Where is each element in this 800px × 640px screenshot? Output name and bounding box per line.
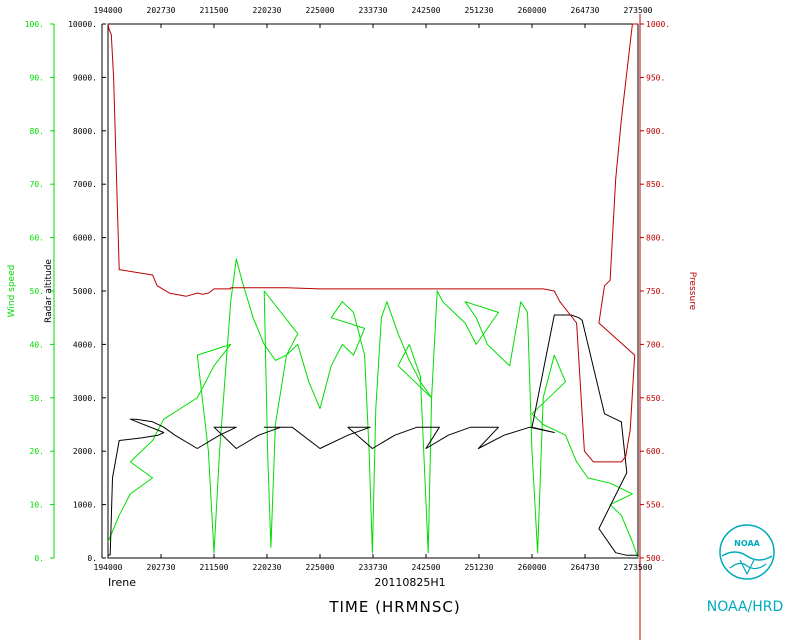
pressure-tick-label: 800. (646, 234, 665, 243)
wind-tick-label: 40. (30, 340, 44, 349)
x-tick-bottom-label: 202730 (147, 563, 176, 572)
x-ticks-bottom: 194000 202730 211500 220230 225000 233730 2425… (94, 554, 653, 572)
x-tick-top-label: 260000 (518, 6, 547, 15)
x-tick-top-label: 211500 (200, 6, 229, 15)
altitude-axis-title: Radar altitude (44, 259, 54, 323)
flight-id: 20110825H1 (374, 576, 445, 589)
org-label: NOAA/HRD (707, 599, 784, 615)
pressure-tick-label: 650. (646, 394, 665, 403)
pressure-tick-label: 950. (646, 73, 665, 82)
x-tick-bottom-label: 233730 (359, 563, 388, 572)
pressure-tick-label: 500. (646, 554, 665, 563)
x-tick-top-label: 225000 (306, 6, 335, 15)
pressure-tick-label: 900. (646, 127, 665, 136)
x-tick-bottom-label: 251230 (465, 563, 494, 572)
altitude-ticks: 0. 1000. 2000. 3000. 4000. 5000. 6000. 7000. 800… (68, 20, 106, 563)
wind-tick-label: 70. (30, 180, 44, 189)
x-tick-top-label: 242500 (412, 6, 441, 15)
pressure-ticks: 500. 550. 600. 650. 700. 750. 800. 850. 900. 950.… (640, 20, 670, 563)
x-tick-top-label: 202730 (147, 6, 176, 15)
altitude-tick-label: 10000. (68, 20, 97, 29)
altitude-tick-label: 5000. (73, 287, 97, 296)
series-lines (107, 23, 639, 559)
pressure-tick-label: 550. (646, 501, 665, 510)
x-tick-top-label: 251230 (465, 6, 494, 15)
x-tick-bottom-label: 260000 (518, 563, 547, 572)
altitude-tick-label: 7000. (73, 180, 97, 189)
x-tick-top-label: 273500 (624, 6, 653, 15)
x-tick-bottom-label: 194000 (94, 563, 123, 572)
altitude-tick-label: 3000. (73, 394, 97, 403)
pressure-tick-label: 1000. (646, 20, 670, 29)
wind-tick-label: 80. (30, 127, 44, 136)
altitude-tick-label: 0. (87, 554, 97, 563)
altitude-tick-label: 6000. (73, 234, 97, 243)
x-ticks-top: 194000 202730 211500 220230 225000 233730 2425… (94, 6, 653, 28)
series-altitude-line (107, 314, 638, 556)
pressure-tick-label: 850. (646, 180, 665, 189)
wind-tick-label: 50. (30, 287, 44, 296)
storm-name: Irene (108, 576, 136, 589)
altitude-tick-label: 2000. (73, 447, 97, 456)
altitude-tick-label: 4000. (73, 340, 97, 349)
wind-ticks: 0. 10. 20. 30. 40. 50. 60. 70. 80. 90. 100. (25, 20, 54, 563)
x-tick-bottom-label: 211500 (200, 563, 229, 572)
wind-tick-label: 10. (30, 501, 44, 510)
noaa-logo-text: NOAA (734, 539, 760, 548)
noaa-logo: NOAA (719, 524, 775, 580)
wind-tick-label: 30. (30, 394, 44, 403)
x-tick-bottom-label: 273500 (624, 563, 653, 572)
pressure-tick-label: 750. (646, 287, 665, 296)
pressure-axis-title: Pressure (687, 272, 697, 311)
altitude-tick-label: 8000. (73, 127, 97, 136)
x-tick-top-label: 264730 (571, 6, 600, 15)
x-tick-top-label: 233730 (359, 6, 388, 15)
wind-tick-label: 0. (34, 554, 44, 563)
altitude-tick-label: 9000. (73, 73, 97, 82)
x-tick-bottom-label: 220230 (253, 563, 282, 572)
altitude-tick-label: 1000. (73, 501, 97, 510)
wind-axis-title: Wind speed (7, 265, 17, 318)
x-tick-bottom-label: 264730 (571, 563, 600, 572)
wind-tick-label: 90. (30, 73, 44, 82)
plot-frame (107, 23, 639, 559)
x-tick-top-label: 220230 (253, 6, 282, 15)
wind-tick-label: 100. (25, 20, 44, 29)
x-axis-title: TIME (HRMNSC) (328, 598, 460, 616)
wind-tick-label: 20. (30, 447, 44, 456)
series-pressure-line (107, 23, 638, 463)
x-tick-bottom-label: 225000 (306, 563, 335, 572)
wind-tick-label: 60. (30, 234, 44, 243)
series-wind-line (107, 258, 639, 559)
x-tick-bottom-label: 242500 (412, 563, 441, 572)
x-tick-top-label: 194000 (94, 6, 123, 15)
pressure-tick-label: 600. (646, 447, 665, 456)
pressure-tick-label: 700. (646, 340, 665, 349)
